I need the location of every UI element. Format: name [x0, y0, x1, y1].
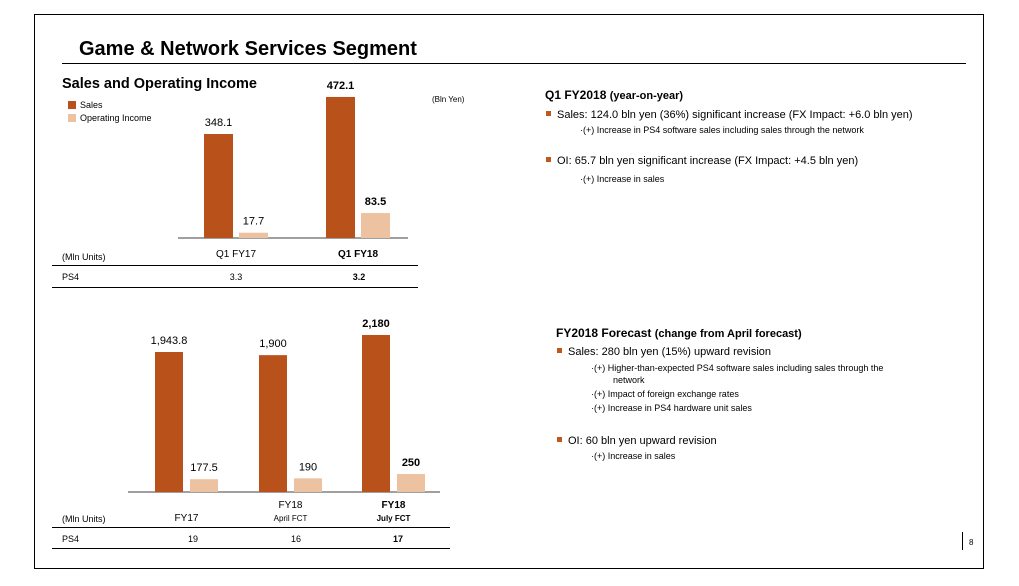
- chart2-bar-oi-1: [294, 478, 322, 492]
- forecast-bullet-oi-text: OI: 60 bln yen upward revision: [568, 435, 717, 447]
- chart1-bar-sales-1: [326, 96, 355, 238]
- forecast-oi-detail: ·(+) Increase in sales: [591, 451, 676, 461]
- forecast-sales-detail-3: ·(+) Increase in PS4 hardware unit sales: [591, 403, 752, 413]
- chart2-label-oi-2: 250: [402, 457, 420, 469]
- top-chart-unit: (Bln Yen): [432, 95, 465, 104]
- chart2-category-sub-2: July FCT: [377, 514, 411, 523]
- q1-heading: Q1 FY2018 (year-on-year): [545, 88, 683, 102]
- chart2-label-sales-0: 1,943.8: [151, 335, 188, 347]
- forecast-bullet-sales-text: Sales: 280 bln yen (15%) upward revision: [568, 346, 772, 358]
- chart1-label-sales-1: 472.1: [327, 80, 355, 92]
- bullet-square-icon: [557, 348, 562, 353]
- chart1-bar-sales-0: [204, 134, 233, 238]
- forecast-heading-sub: (change from April forecast): [654, 328, 802, 340]
- chart2-bar-oi-2: [397, 473, 425, 492]
- chart2-bar-sales-0: [155, 352, 183, 492]
- forecast-bullet-oi: OI: 60 bln yen upward revision: [557, 435, 717, 447]
- top-table-rule: [52, 265, 418, 266]
- chart1-label-oi-1: 83.5: [365, 196, 386, 208]
- q1-oi-detail: ·(+) Increase in sales: [580, 174, 665, 184]
- q1-sales-detail: ·(+) Increase in PS4 software sales incl…: [580, 125, 864, 135]
- top-table-value-q1fy18: 3.2: [352, 272, 366, 282]
- top-table-bottom-rule: [52, 287, 418, 288]
- legend-item-sales: Sales: [68, 100, 103, 110]
- q1-heading-sub: (year-on-year): [609, 90, 684, 102]
- top-table-value-q1fy17: 3.3: [229, 272, 243, 282]
- forecast-sales-detail-1: ·(+) Higher-than-expected PS4 software s…: [591, 363, 884, 373]
- bottom-table-bottom-rule: [52, 548, 450, 549]
- chart1-category-0: Q1 FY17: [216, 249, 256, 260]
- bottom-table-rule: [52, 527, 450, 528]
- legend-item-oi: Operating Income: [68, 113, 152, 123]
- forecast-heading-main: FY2018 Forecast: [556, 326, 652, 340]
- chart1-bar-oi-0: [239, 232, 268, 238]
- legend-label-sales: Sales: [80, 100, 103, 110]
- top-table-row-label: PS4: [62, 272, 80, 282]
- chart2-label-sales-1: 1,900: [259, 338, 287, 350]
- bullet-square-icon: [546, 157, 551, 162]
- bottom-table-row-label: PS4: [62, 534, 80, 544]
- page-number-divider: [962, 532, 963, 550]
- chart2-category-1: FY18: [279, 500, 303, 511]
- page-number: 8: [969, 538, 974, 547]
- q1-bullet-sales-text: Sales: 124.0 bln yen (36%) significant i…: [557, 109, 913, 121]
- bullet-square-icon: [546, 111, 551, 116]
- chart1-label-sales-0: 348.1: [205, 117, 233, 129]
- chart2-category-sub-1: April FCT: [274, 514, 308, 523]
- bottom-table-unit: (Mln Units): [62, 514, 106, 524]
- chart1-label-oi-0: 17.7: [243, 216, 264, 228]
- q1-bullet-oi-text: OI: 65.7 bln yen significant increase (F…: [557, 155, 859, 167]
- chart1-bar-oi-1: [361, 213, 390, 238]
- chart2-category-0: FY17: [175, 513, 199, 524]
- q1-bullet-oi: OI: 65.7 bln yen significant increase (F…: [546, 155, 858, 167]
- chart2-bar-oi-0: [190, 479, 218, 492]
- q1-heading-main: Q1 FY2018: [545, 88, 607, 102]
- forecast-heading: FY2018 Forecast (change from April forec…: [556, 326, 802, 340]
- chart2-label-oi-0: 177.5: [190, 462, 218, 474]
- forecast-sales-detail-2: ·(+) Impact of foreign exchange rates: [591, 389, 739, 399]
- legend-label-oi: Operating Income: [80, 113, 152, 123]
- top-table-unit: (Mln Units): [62, 252, 106, 262]
- forecast-bullet-sales: Sales: 280 bln yen (15%) upward revision: [557, 346, 771, 358]
- q1-bullet-sales: Sales: 124.0 bln yen (36%) significant i…: [546, 109, 913, 121]
- legend-swatch-oi: [68, 114, 76, 122]
- chart1-category-1: Q1 FY18: [338, 249, 378, 260]
- legend-swatch-sales: [68, 101, 76, 109]
- top-chart-title: Sales and Operating Income: [62, 76, 257, 92]
- bottom-table-value-fy17: 19: [187, 534, 198, 544]
- bottom-table-value-april: 16: [290, 534, 301, 544]
- chart2-label-sales-2: 2,180: [362, 318, 390, 330]
- chart2-category-2: FY18: [382, 500, 406, 511]
- chart2-bar-sales-2: [362, 334, 390, 492]
- page-title: Game & Network Services Segment: [79, 38, 417, 60]
- slide-frame: [34, 14, 984, 569]
- chart2-label-oi-1: 190: [299, 461, 317, 473]
- title-divider: [62, 63, 966, 64]
- bottom-table-value-july: 17: [392, 534, 403, 544]
- forecast-sales-detail-1-cont: network: [613, 375, 645, 385]
- chart2-bar-sales-1: [259, 355, 287, 492]
- bullet-square-icon: [557, 437, 562, 442]
